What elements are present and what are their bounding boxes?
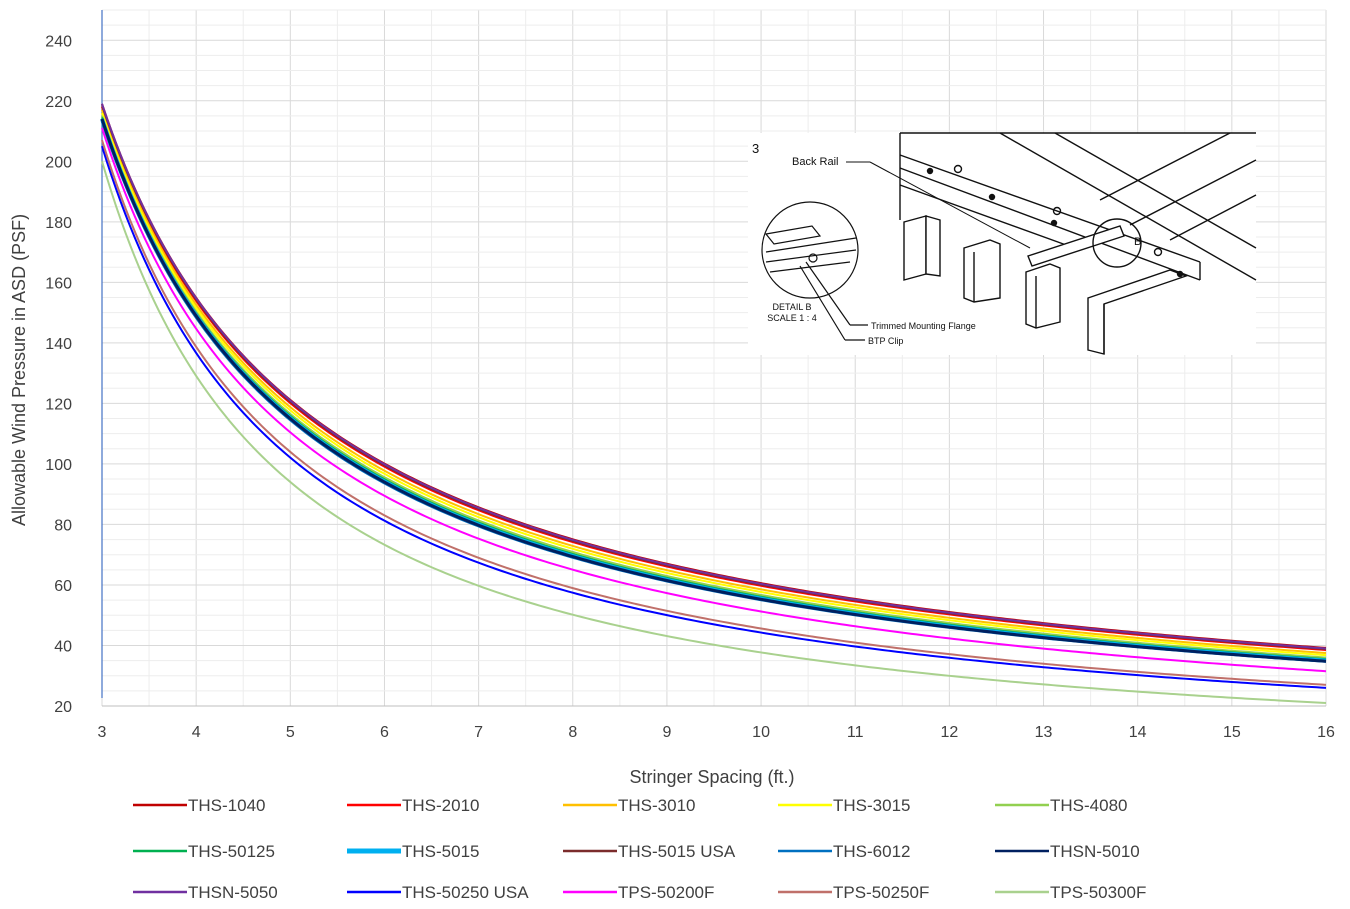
series-line-ths-4080	[101, 115, 1327, 659]
legend-label: THS-5015	[402, 842, 479, 861]
legend-label: TPS-50200F	[618, 883, 714, 902]
series-line-tps-50200f	[101, 127, 1327, 673]
legend-label: THS-1040	[188, 796, 265, 815]
x-tick-label: 16	[1317, 724, 1335, 741]
x-tick-label: 4	[192, 724, 201, 741]
inset-callout-letter: B	[1134, 236, 1141, 248]
x-tick-label: 5	[286, 724, 295, 741]
legend-label: TPS-50250F	[833, 883, 929, 902]
gridlines	[101, 9, 1327, 707]
y-tick-label: 140	[45, 336, 72, 353]
legend-label: THS-50125	[188, 842, 275, 861]
y-tick-label: 200	[45, 154, 72, 171]
y-tick-label: 220	[45, 94, 72, 111]
flange-label: Trimmed Mounting Flange	[871, 321, 976, 331]
series-line-thsn-5050	[101, 103, 1327, 650]
x-axis-title: Stringer Spacing (ft.)	[629, 767, 794, 787]
x-tick-label: 12	[940, 724, 958, 741]
legend-label: THSN-5050	[188, 883, 278, 902]
legend-label: THS-3015	[833, 796, 910, 815]
series-line-tps-50250f	[101, 139, 1327, 686]
x-tick-label: 11	[847, 724, 864, 741]
inset-technical-drawing: 3 Back Rail	[748, 132, 1257, 355]
series-line-thsn-5010	[100, 118, 1327, 663]
series-line-ths-50250-usa	[101, 145, 1327, 689]
series-lines	[100, 103, 1327, 704]
tick-labels: 3 4 5 6 7 8 9 10 11 12 13 14 15 16 20 40 60 80 100 120 140 16…	[45, 33, 1335, 741]
y-tick-label: 60	[54, 578, 72, 595]
y-axis-title: Allowable Wind Pressure in ASD (PSF)	[9, 214, 29, 526]
y-tick-label: 100	[45, 457, 72, 474]
series-line-ths-3010	[101, 109, 1327, 655]
clip-label: BTP Clip	[868, 336, 903, 346]
legend: THS-1040 THS-2010 THS-3010 THS-3015 THS-4080…	[133, 796, 1146, 902]
x-tick-label: 7	[474, 724, 483, 741]
legend-label: THS-6012	[833, 842, 910, 861]
inset-step-number: 3	[752, 141, 759, 156]
x-tick-label: 9	[662, 724, 671, 741]
inset-background	[748, 133, 1256, 355]
rail-assembly-drawing	[899, 132, 1257, 355]
x-tick-label: 10	[752, 724, 770, 741]
legend-label: THSN-5010	[1050, 842, 1140, 861]
x-tick-label: 14	[1129, 724, 1147, 741]
leader-line	[869, 161, 1031, 249]
y-tick-label: 160	[45, 275, 72, 292]
y-tick-label: 40	[54, 638, 72, 655]
detail-label: DETAIL B	[772, 302, 811, 312]
x-tick-label: 3	[98, 724, 107, 741]
legend-label: THS-5015 USA	[618, 842, 736, 861]
y-tick-label: 240	[45, 33, 72, 50]
inset-back-rail-label: Back Rail	[792, 156, 838, 168]
x-tick-label: 13	[1035, 724, 1053, 741]
legend-label: THS-2010	[402, 796, 479, 815]
legend-label: THS-50250 USA	[402, 883, 529, 902]
series-line-ths-3015	[101, 112, 1327, 657]
y-tick-label: 180	[45, 215, 72, 232]
x-tick-label: 8	[568, 724, 577, 741]
detail-scale-label: SCALE 1 : 4	[767, 313, 817, 323]
x-tick-label: 15	[1223, 724, 1241, 741]
y-tick-label: 20	[54, 699, 72, 716]
legend-label: THS-4080	[1050, 796, 1127, 815]
y-tick-label: 80	[54, 517, 72, 534]
y-tick-label: 120	[45, 396, 72, 413]
x-tick-label: 6	[380, 724, 389, 741]
legend-label: THS-3010	[618, 796, 695, 815]
series-line-tps-50300f	[101, 161, 1327, 704]
legend-label: TPS-50300F	[1050, 883, 1146, 902]
detail-b-drawing	[761, 201, 868, 341]
